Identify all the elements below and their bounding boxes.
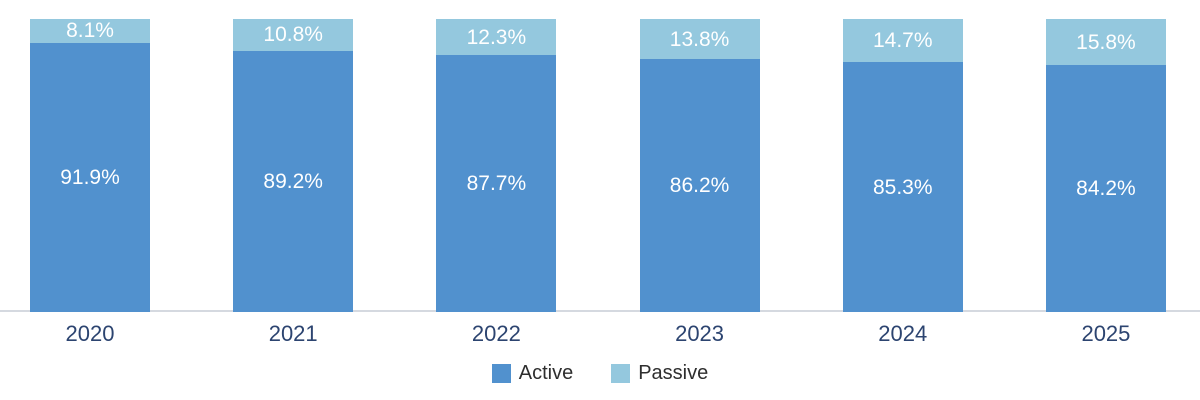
bar-segment-active-2025: 84.2% (1045, 65, 1166, 312)
stacked-bar-2021: 10.8% 89.2% (233, 19, 354, 312)
x-axis-label-2024: 2024 (878, 321, 928, 346)
data-label-active-2025: 84.2% (1076, 177, 1136, 201)
data-label-passive-2020: 8.1% (66, 19, 114, 43)
stacked-bar-2022: 12.3% 87.7% (436, 19, 557, 312)
data-label-active-2022: 87.7% (466, 172, 527, 196)
bar-segment-passive-2024: 14.7% (842, 19, 963, 63)
x-axis-label-2020: 2020 (65, 321, 115, 346)
x-axis-line (0, 310, 1200, 312)
x-axis-label-2021: 2021 (268, 321, 318, 346)
bar-segment-active-2022: 87.7% (436, 55, 557, 312)
legend-label-passive: Passive (638, 362, 709, 384)
stacked-bar-2024: 14.7% 85.3% (842, 19, 963, 312)
data-label-passive-2022: 12.3% (466, 25, 527, 49)
legend-item-active: Active (491, 362, 574, 385)
bar-column-2023: 13.8% 86.2% 2023 (639, 19, 760, 347)
bar-segment-active-2021: 89.2% (233, 50, 354, 312)
bar-segment-active-2024: 85.3% (842, 62, 963, 312)
legend-swatch-active-icon (491, 364, 511, 383)
stacked-bar-2020: 8.1% 91.9% (30, 19, 150, 312)
data-label-active-2021: 89.2% (263, 169, 323, 193)
plot-area: 8.1% 91.9% 2020 10.8% 89.2% 2021 12.3% 87.7% 202… (0, 19, 1200, 347)
legend-label-active: Active (518, 362, 574, 384)
stacked-bar-2023: 13.8% 86.2% (639, 19, 760, 312)
data-label-active-2020: 91.9% (60, 165, 120, 189)
stacked-bar-2025: 15.8% 84.2% (1045, 19, 1166, 312)
bar-segment-passive-2023: 13.8% (639, 19, 760, 60)
data-label-passive-2021: 10.8% (263, 23, 323, 47)
data-label-passive-2023: 13.8% (669, 27, 730, 51)
x-axis-label-2023: 2023 (675, 321, 725, 346)
legend-item-passive: Passive (611, 362, 708, 385)
bar-column-2024: 14.7% 85.3% 2024 (842, 19, 963, 347)
bar-column-2020: 8.1% 91.9% 2020 (30, 19, 150, 347)
data-label-passive-2025: 15.8% (1076, 30, 1136, 54)
bar-column-2022: 12.3% 87.7% 2022 (436, 19, 557, 347)
bar-segment-active-2023: 86.2% (639, 59, 760, 312)
bar-segment-passive-2025: 15.8% (1045, 19, 1166, 66)
data-label-active-2024: 85.3% (872, 175, 933, 199)
bar-column-2021: 10.8% 89.2% 2021 (233, 19, 354, 347)
bar-segment-passive-2022: 12.3% (436, 19, 557, 56)
bar-segment-passive-2020: 8.1% (30, 19, 150, 43)
legend: Active Passive (0, 362, 1200, 385)
bar-segment-active-2020: 91.9% (30, 42, 150, 312)
bar-segment-passive-2021: 10.8% (233, 19, 354, 51)
bar-column-2025: 15.8% 84.2% 2025 (1045, 19, 1166, 347)
legend-swatch-passive-icon (611, 364, 631, 383)
data-label-passive-2024: 14.7% (872, 29, 933, 53)
x-axis-label-2025: 2025 (1081, 321, 1131, 346)
x-axis-label-2022: 2022 (471, 321, 521, 346)
data-label-active-2023: 86.2% (669, 174, 730, 198)
